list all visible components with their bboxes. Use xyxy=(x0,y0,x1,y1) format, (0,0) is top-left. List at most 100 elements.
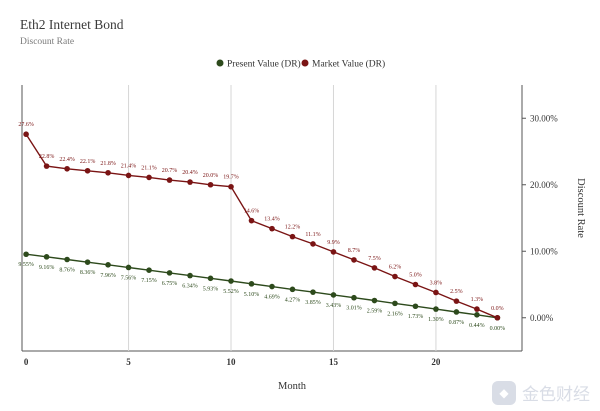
data-label: 0.87% xyxy=(449,320,465,326)
data-point xyxy=(392,273,398,280)
data-point xyxy=(474,312,480,318)
x-tick-label: 15 xyxy=(329,357,339,367)
x-tick-label: 10 xyxy=(227,357,237,367)
data-point xyxy=(105,262,111,268)
legend-label: Market Value (DR) xyxy=(312,59,385,70)
data-point xyxy=(330,249,337,255)
data-label: 20.0% xyxy=(203,173,219,179)
data-point xyxy=(330,292,337,298)
data-label: 5.10% xyxy=(244,292,260,298)
data-point xyxy=(125,264,132,271)
data-point xyxy=(43,254,50,260)
data-label: 0.0% xyxy=(491,306,504,312)
data-point xyxy=(269,283,275,290)
data-label: 21.4% xyxy=(121,163,137,169)
data-point xyxy=(310,289,316,295)
data-point xyxy=(166,270,173,276)
data-label: 3.01% xyxy=(346,306,362,312)
data-label: 13.4% xyxy=(264,217,280,223)
data-label: 2.5% xyxy=(450,289,463,295)
data-point xyxy=(23,131,29,138)
data-label: 4.69% xyxy=(264,295,280,301)
x-tick-label: 0 xyxy=(24,357,29,367)
data-label: 20.4% xyxy=(182,170,198,176)
data-label: 11.1% xyxy=(305,232,320,238)
data-label: 3.43% xyxy=(326,303,342,309)
data-label: 6.75% xyxy=(162,281,178,287)
data-label: 0.44% xyxy=(469,323,485,329)
data-point xyxy=(64,256,70,263)
y-tick-label: 20.00% xyxy=(530,180,558,190)
data-point xyxy=(84,259,91,265)
data-point xyxy=(474,306,480,312)
x-tick-label: 20 xyxy=(431,357,441,367)
data-label: 8.36% xyxy=(80,270,96,276)
data-label: 6.2% xyxy=(389,265,402,271)
data-point xyxy=(248,217,255,224)
data-point xyxy=(371,265,378,271)
data-label: 3.85% xyxy=(305,300,321,306)
data-point xyxy=(228,278,234,284)
data-point xyxy=(392,300,398,307)
data-label: 27.6% xyxy=(18,122,34,128)
data-label: 3.8% xyxy=(430,280,443,286)
chart-title: Eth2 Internet Bond xyxy=(20,17,124,32)
data-point xyxy=(166,177,173,183)
data-label: 8.7% xyxy=(348,248,361,254)
y-axis-label: Discount Rate xyxy=(575,178,586,238)
data-label: 12.2% xyxy=(285,225,301,231)
legend-marker xyxy=(216,59,224,67)
data-point xyxy=(453,309,460,315)
data-point xyxy=(207,275,214,282)
chart-subtitle: Discount Rate xyxy=(20,37,75,47)
legend-marker xyxy=(301,59,309,67)
x-tick-label: 5 xyxy=(126,357,131,367)
data-label: 0.00% xyxy=(490,326,506,332)
data-label: 9.55% xyxy=(18,262,34,268)
data-point xyxy=(84,167,91,174)
data-point xyxy=(228,183,234,190)
data-label: 6.34% xyxy=(182,284,198,290)
data-point xyxy=(453,298,460,304)
data-label: 14.6% xyxy=(244,209,260,215)
data-label: 7.96% xyxy=(100,273,116,279)
data-label: 1.73% xyxy=(408,314,424,320)
data-point xyxy=(351,294,357,301)
data-point xyxy=(433,289,439,296)
data-label: 22.1% xyxy=(80,159,96,165)
data-point xyxy=(43,163,50,169)
data-label: 7.15% xyxy=(141,278,157,284)
data-point xyxy=(269,225,275,232)
data-label: 8.76% xyxy=(59,267,75,273)
data-point xyxy=(371,297,378,304)
y-tick-label: 30.00% xyxy=(530,113,558,123)
data-label: 5.0% xyxy=(409,273,422,279)
data-point xyxy=(125,172,132,179)
data-point xyxy=(289,233,296,240)
series-line-market-value xyxy=(25,133,498,319)
data-label: 4.27% xyxy=(285,297,301,303)
y-tick-label: 0.00% xyxy=(530,313,554,323)
data-point xyxy=(412,303,419,310)
watermark: ◆ 金色财经 xyxy=(492,380,590,405)
golden-finance-logo-icon: ◆ xyxy=(492,380,516,405)
data-label: 20.7% xyxy=(162,168,178,174)
data-point xyxy=(310,241,316,247)
data-point xyxy=(187,272,193,279)
data-point xyxy=(207,181,214,188)
data-label: 1.3% xyxy=(471,297,484,303)
data-label: 22.8% xyxy=(39,154,55,160)
data-point xyxy=(146,267,152,274)
data-label: 9.16% xyxy=(39,265,55,271)
x-axis-label: Month xyxy=(278,381,307,392)
data-label: 2.59% xyxy=(367,309,383,315)
data-point xyxy=(351,257,357,263)
data-label: 22.4% xyxy=(59,157,75,163)
data-label: 21.1% xyxy=(141,165,157,171)
series-line-present-value xyxy=(26,253,498,319)
data-point xyxy=(289,286,296,293)
data-point xyxy=(494,314,501,321)
data-label: 9.9% xyxy=(327,240,340,246)
data-label: 7.5% xyxy=(368,256,381,262)
